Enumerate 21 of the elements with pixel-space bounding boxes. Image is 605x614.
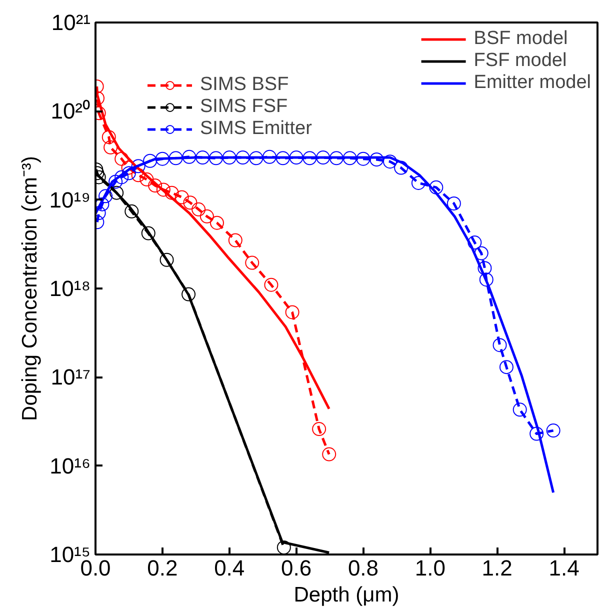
x-tick-label: 1.0	[414, 556, 446, 580]
legend-label: SIMS FSF	[200, 96, 288, 118]
legend-label: Emitter model	[474, 72, 591, 94]
x-tick-label: 0.6	[281, 556, 312, 580]
y-tick-label: 10²⁰	[50, 98, 90, 124]
x-tick-label: 1.4	[548, 556, 580, 580]
legend-label: SIMS BSF	[200, 74, 289, 96]
y-tick-label: 10¹⁶	[50, 453, 91, 478]
x-tick-label: 1.2	[482, 556, 512, 580]
x-axis-title: Depth (μm)	[294, 584, 400, 606]
legend-label: SIMS Emitter	[200, 118, 312, 140]
y-tick-label: 10²¹	[51, 10, 90, 35]
y-tick-label: 10¹⁷	[50, 364, 91, 390]
x-tick-label: 0.8	[348, 556, 379, 580]
x-tick-label: 0.2	[147, 556, 178, 580]
legend-label: FSF model	[474, 50, 567, 72]
y-tick-label: 10¹⁹	[49, 187, 90, 212]
y-tick-label: 10¹⁸	[49, 276, 90, 301]
y-axis-title: Doping Concentration (cm⁻³)	[18, 156, 42, 421]
legend-label: BSF model	[474, 28, 568, 50]
x-tick-label: 0.4	[214, 556, 245, 580]
